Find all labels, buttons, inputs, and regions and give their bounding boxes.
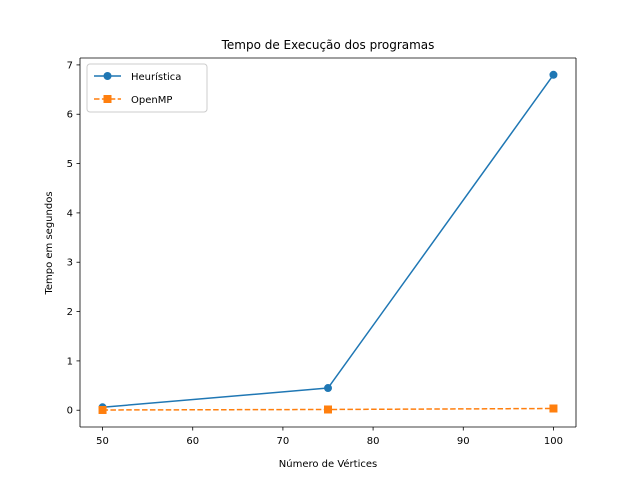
y-tick-label: 4 [67,208,73,219]
legend-label: OpenMP [131,95,172,106]
x-tick-label: 90 [457,436,470,447]
y-tick-label: 3 [67,258,73,269]
series-layer [98,70,558,414]
plot-background [80,58,576,427]
x-tick-label: 100 [544,436,563,447]
y-tick-label: 6 [67,110,73,121]
y-tick-label: 5 [67,159,73,170]
axes [79,57,577,428]
legend-label: Heurística [131,71,181,83]
chart-title: Tempo de Execução dos programas [221,38,435,52]
x-tick-label: 50 [96,436,109,447]
y-tick-label: 0 [67,406,73,417]
x-tick-label: 60 [186,436,199,447]
data-point [549,70,558,79]
data-point [549,404,558,413]
legend: Heurística OpenMP [86,63,208,113]
y-axis-label: Tempo em segundos [44,191,55,295]
x-tick-label: 80 [367,436,380,447]
y-tick-label: 1 [67,356,73,367]
data-point [324,405,332,414]
plot-area [80,58,576,427]
y-tick-label: 7 [67,60,73,71]
data-point [98,405,107,414]
y-tick-label: 2 [67,307,73,318]
data-point [324,384,332,393]
legend-marker [103,72,112,80]
ticks: 50 60 70 80 90 100 0 1 2 3 4 5 6 7 [67,60,563,447]
x-tick-label: 70 [277,436,290,447]
x-axis-label: Número de Vértices [279,458,377,470]
legend-marker [103,95,112,103]
